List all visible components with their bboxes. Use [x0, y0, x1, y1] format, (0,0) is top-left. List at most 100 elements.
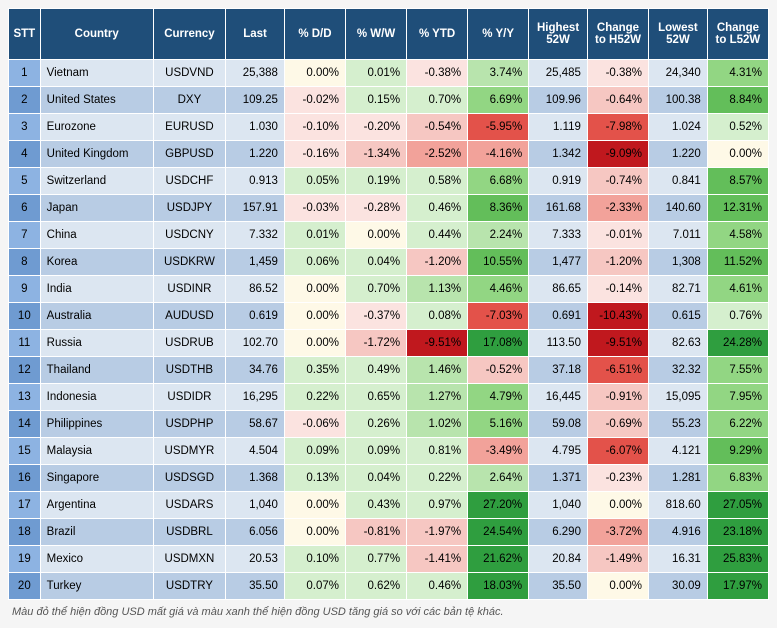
- cell-l52: 4.121: [649, 438, 708, 465]
- cell-h52: 1,477: [529, 249, 588, 276]
- cell-yy: 18.03%: [468, 573, 529, 600]
- cell-h52: 109.96: [529, 87, 588, 114]
- cell-currency: USDMYR: [153, 438, 225, 465]
- cell-currency: USDBRL: [153, 519, 225, 546]
- cell-currency: AUDUSD: [153, 303, 225, 330]
- cell-last: 16,295: [226, 384, 285, 411]
- col-header: Highest 52W: [529, 9, 588, 60]
- cell-ytd: 1.02%: [407, 411, 468, 438]
- cell-country: Mexico: [40, 546, 153, 573]
- table-row: 4United KingdomGBPUSD1.220-0.16%-1.34%-2…: [9, 141, 769, 168]
- cell-ww: 0.77%: [345, 546, 406, 573]
- cell-dl52: 0.76%: [707, 303, 768, 330]
- cell-dh52: -0.91%: [587, 384, 648, 411]
- cell-country: United States: [40, 87, 153, 114]
- cell-dh52: -1.49%: [587, 546, 648, 573]
- cell-yy: 27.20%: [468, 492, 529, 519]
- cell-last: 7.332: [226, 222, 285, 249]
- cell-stt: 5: [9, 168, 41, 195]
- cell-last: 1,459: [226, 249, 285, 276]
- cell-last: 0.619: [226, 303, 285, 330]
- cell-l52: 100.38: [649, 87, 708, 114]
- cell-stt: 4: [9, 141, 41, 168]
- cell-ytd: -2.52%: [407, 141, 468, 168]
- cell-l52: 82.63: [649, 330, 708, 357]
- cell-last: 1,040: [226, 492, 285, 519]
- cell-currency: DXY: [153, 87, 225, 114]
- col-header: Change to H52W: [587, 9, 648, 60]
- cell-h52: 59.08: [529, 411, 588, 438]
- cell-ww: 0.65%: [345, 384, 406, 411]
- cell-stt: 12: [9, 357, 41, 384]
- cell-stt: 11: [9, 330, 41, 357]
- cell-h52: 1.119: [529, 114, 588, 141]
- col-header: Change to L52W: [707, 9, 768, 60]
- col-header: % YTD: [407, 9, 468, 60]
- cell-country: India: [40, 276, 153, 303]
- cell-l52: 30.09: [649, 573, 708, 600]
- cell-last: 35.50: [226, 573, 285, 600]
- table-row: 16SingaporeUSDSGD1.3680.13%0.04%0.22%2.6…: [9, 465, 769, 492]
- cell-ytd: 0.58%: [407, 168, 468, 195]
- cell-ytd: -1.97%: [407, 519, 468, 546]
- cell-last: 6.056: [226, 519, 285, 546]
- cell-ww: 0.62%: [345, 573, 406, 600]
- cell-dh52: -0.64%: [587, 87, 648, 114]
- cell-stt: 8: [9, 249, 41, 276]
- cell-dd: 0.09%: [284, 438, 345, 465]
- cell-h52: 1,040: [529, 492, 588, 519]
- cell-l52: 1.281: [649, 465, 708, 492]
- cell-yy: 21.62%: [468, 546, 529, 573]
- cell-ytd: 0.81%: [407, 438, 468, 465]
- cell-yy: -3.49%: [468, 438, 529, 465]
- cell-currency: USDMXN: [153, 546, 225, 573]
- cell-dh52: -7.98%: [587, 114, 648, 141]
- cell-ww: -0.81%: [345, 519, 406, 546]
- cell-ww: 0.19%: [345, 168, 406, 195]
- cell-currency: USDSGD: [153, 465, 225, 492]
- table-row: 11RussiaUSDRUB102.700.00%-1.72%-9.51%17.…: [9, 330, 769, 357]
- table-row: 1VietnamUSDVND25,3880.00%0.01%-0.38%3.74…: [9, 60, 769, 87]
- cell-h52: 4.795: [529, 438, 588, 465]
- cell-dd: 0.10%: [284, 546, 345, 573]
- cell-dh52: -6.07%: [587, 438, 648, 465]
- cell-l52: 0.841: [649, 168, 708, 195]
- cell-last: 157.91: [226, 195, 285, 222]
- cell-dl52: 4.31%: [707, 60, 768, 87]
- cell-ww: 0.15%: [345, 87, 406, 114]
- cell-ww: -0.37%: [345, 303, 406, 330]
- cell-currency: USDTHB: [153, 357, 225, 384]
- cell-dd: 0.00%: [284, 519, 345, 546]
- cell-ytd: 0.70%: [407, 87, 468, 114]
- cell-dl52: 23.18%: [707, 519, 768, 546]
- cell-dh52: -10.43%: [587, 303, 648, 330]
- col-header: % Y/Y: [468, 9, 529, 60]
- cell-dl52: 0.00%: [707, 141, 768, 168]
- cell-dl52: 4.58%: [707, 222, 768, 249]
- cell-last: 58.67: [226, 411, 285, 438]
- cell-country: Russia: [40, 330, 153, 357]
- cell-l52: 7.011: [649, 222, 708, 249]
- cell-dd: 0.00%: [284, 492, 345, 519]
- cell-dh52: 0.00%: [587, 492, 648, 519]
- cell-yy: 8.36%: [468, 195, 529, 222]
- table-row: 5SwitzerlandUSDCHF0.9130.05%0.19%0.58%6.…: [9, 168, 769, 195]
- cell-dh52: -0.69%: [587, 411, 648, 438]
- table-row: 12ThailandUSDTHB34.760.35%0.49%1.46%-0.5…: [9, 357, 769, 384]
- cell-dd: 0.07%: [284, 573, 345, 600]
- cell-dd: -0.06%: [284, 411, 345, 438]
- cell-dl52: 0.52%: [707, 114, 768, 141]
- table-row: 3EurozoneEURUSD1.030-0.10%-0.20%-0.54%-5…: [9, 114, 769, 141]
- cell-dh52: -9.51%: [587, 330, 648, 357]
- cell-dd: 0.13%: [284, 465, 345, 492]
- cell-dd: -0.03%: [284, 195, 345, 222]
- table-row: 8KoreaUSDKRW1,4590.06%0.04%-1.20%10.55%1…: [9, 249, 769, 276]
- cell-h52: 7.333: [529, 222, 588, 249]
- cell-ytd: 0.46%: [407, 573, 468, 600]
- cell-yy: -0.52%: [468, 357, 529, 384]
- cell-currency: USDRUB: [153, 330, 225, 357]
- cell-dd: -0.10%: [284, 114, 345, 141]
- cell-dl52: 24.28%: [707, 330, 768, 357]
- cell-stt: 16: [9, 465, 41, 492]
- cell-stt: 19: [9, 546, 41, 573]
